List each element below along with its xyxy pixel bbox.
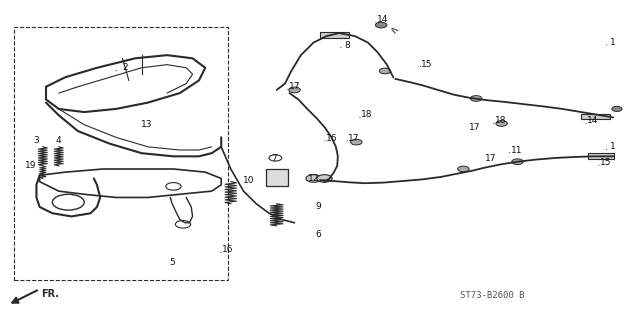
Text: 13: 13 [141,120,152,129]
Text: 1: 1 [611,142,616,151]
Text: 17: 17 [485,154,497,163]
Circle shape [289,87,300,93]
Text: 4: 4 [56,136,61,145]
Text: 5: 5 [170,258,175,267]
Text: 17: 17 [289,82,300,91]
Text: 1: 1 [611,38,616,47]
Text: 10: 10 [243,176,254,185]
Text: 17: 17 [469,123,481,132]
Circle shape [317,175,332,182]
Text: 9: 9 [316,203,322,211]
Text: ST73-B2600 B: ST73-B2600 B [460,291,525,300]
Circle shape [380,68,391,74]
Text: 17: 17 [348,134,360,143]
Text: 2: 2 [123,63,129,72]
Text: 18: 18 [361,110,372,119]
Text: 11: 11 [511,145,522,154]
Text: 19: 19 [25,161,36,170]
Circle shape [351,139,362,145]
Text: 7: 7 [271,154,277,163]
Text: 12: 12 [308,174,319,183]
Text: 18: 18 [495,116,506,125]
Text: 14: 14 [377,15,388,24]
Bar [266,169,288,186]
Text: 3: 3 [33,136,39,145]
Circle shape [512,159,524,165]
Text: 15: 15 [600,158,611,167]
Circle shape [496,121,508,126]
Text: 14: 14 [587,116,598,125]
Circle shape [376,22,387,28]
Circle shape [612,106,622,111]
Circle shape [458,166,469,172]
Bar [581,114,610,119]
Text: 8: 8 [344,41,350,49]
Bar [320,32,349,38]
Bar [588,153,614,159]
Circle shape [306,175,321,182]
Circle shape [470,96,482,101]
Text: 15: 15 [421,60,433,69]
Text: 16: 16 [326,134,337,143]
Text: FR.: FR. [41,289,59,299]
Text: 16: 16 [222,245,234,254]
Bar [14,27,228,280]
Text: 6: 6 [316,230,322,239]
